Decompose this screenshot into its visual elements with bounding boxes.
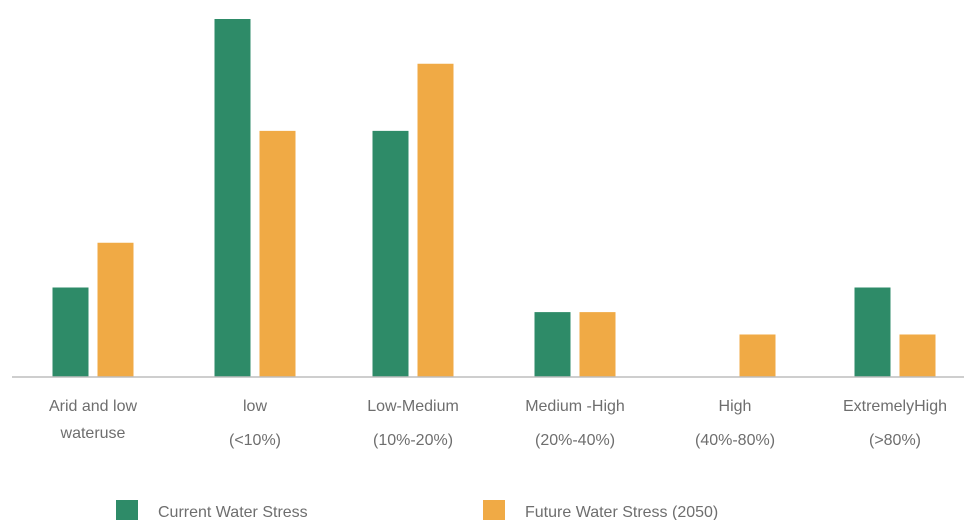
legend-label-1: Current Water Stress (158, 504, 308, 520)
bar-series2-cat3 (417, 63, 454, 377)
bar-series2-cat5 (739, 334, 776, 377)
x-axis-labels: Arid and low wateruse low (<10%) Low-Medium (… (49, 398, 947, 449)
x-tick-label-1-line1: Arid and low (49, 398, 137, 415)
bar-series1-cat4 (534, 312, 571, 377)
bar-series2-cat4 (579, 312, 616, 377)
x-tick-label-3-line1: Low-Medium (367, 398, 459, 415)
x-tick-label-6-line2: (>80%) (869, 432, 921, 449)
x-tick-label-4-line2: (20%-40%) (535, 432, 615, 449)
bar-series2-cat6 (899, 334, 936, 377)
bars-group (52, 19, 936, 377)
x-tick-label-1-line2: wateruse (60, 425, 126, 442)
legend: Current Water Stress Future Water Stress … (116, 500, 718, 520)
bar-series2-cat1 (97, 242, 134, 377)
bar-series1-cat2 (214, 19, 251, 377)
bar-series1-cat3 (372, 130, 409, 377)
x-tick-label-6-line1: ExtremelyHigh (843, 398, 947, 415)
x-tick-label-2-line2: (<10%) (229, 432, 281, 449)
bar-series1-cat6 (854, 287, 891, 377)
x-tick-label-2-line1: low (243, 398, 267, 415)
bar-series1-cat1 (52, 287, 89, 377)
x-tick-label-3-line2: (10%-20%) (373, 432, 453, 449)
x-tick-label-5-line2: (40%-80%) (695, 432, 775, 449)
legend-label-2: Future Water Stress (2050) (525, 504, 718, 520)
legend-swatch-1 (116, 500, 138, 520)
x-tick-label-4-line1: Medium -High (525, 398, 625, 415)
x-tick-label-5-line1: High (719, 398, 752, 415)
bar-series2-cat2 (259, 130, 296, 377)
legend-swatch-2 (483, 500, 505, 520)
